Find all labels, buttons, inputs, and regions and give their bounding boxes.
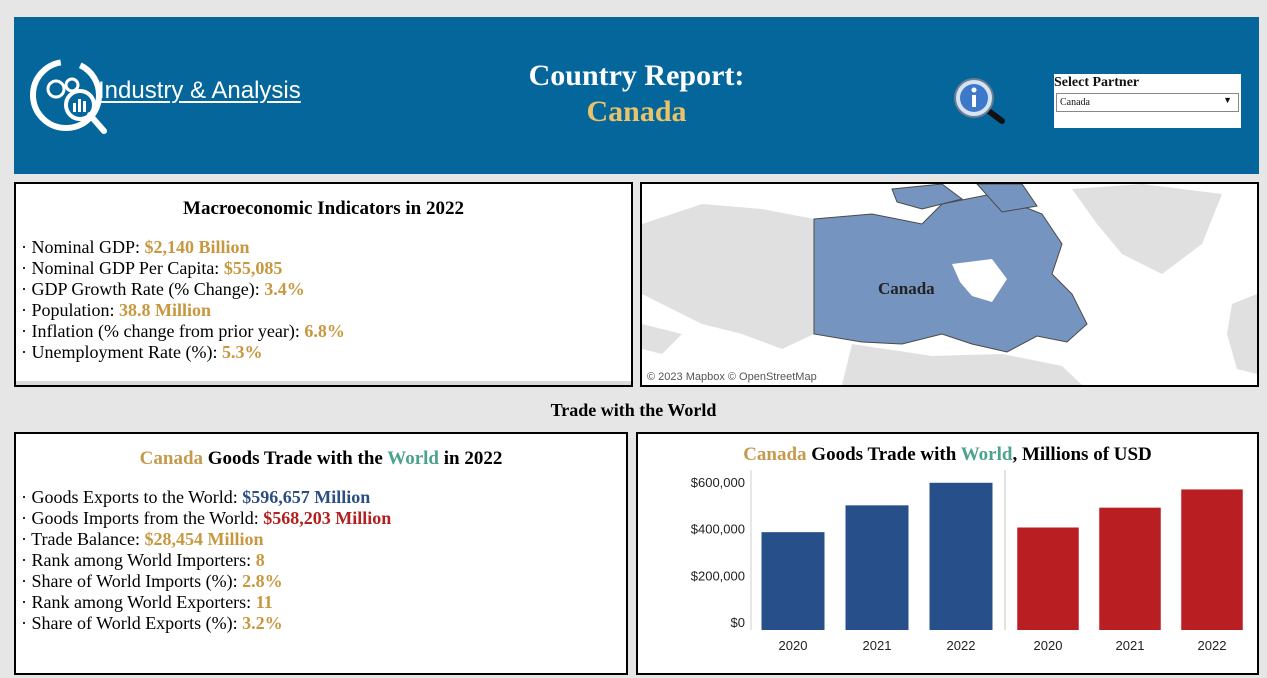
metric-exports: · Goods Exports to the World: $596,657 M… <box>21 487 371 507</box>
partner-selector: Select Partner Canada ▼ <box>1054 74 1241 128</box>
y-tick-label: $600,000 <box>691 475 745 490</box>
bar-exports-2021[interactable] <box>845 505 909 630</box>
bar-exports-2020[interactable] <box>761 532 825 630</box>
metric-import-rank: · Rank among World Importers: 8 <box>21 550 265 570</box>
metric-export-rank: · Rank among World Exporters: 11 <box>21 592 273 612</box>
info-magnifier-icon[interactable] <box>952 76 1010 126</box>
bar-imports-2022[interactable] <box>1181 489 1243 630</box>
chart-title: Canada Goods Trade with World, Millions … <box>743 444 1152 465</box>
y-tick-label: $400,000 <box>691 522 745 537</box>
metric-import-share: · Share of World Imports (%): 2.8% <box>21 571 283 591</box>
x-tick-label: 2021 <box>1116 638 1145 653</box>
map-canvas[interactable] <box>642 184 1257 385</box>
trade-summary-panel: Canada Goods Trade with the World in 202… <box>14 432 628 675</box>
indicator-unemployment: · Unemployment Rate (%): 5.3% <box>21 342 263 362</box>
metric-imports: · Goods Imports from the World: $568,203… <box>21 508 392 528</box>
y-tick-label: $200,000 <box>691 568 745 583</box>
metric-export-share: · Share of World Exports (%): 3.2% <box>21 613 283 633</box>
macro-panel-title: Macroeconomic Indicators in 2022 <box>183 198 464 219</box>
bar-imports-2020[interactable] <box>1017 527 1079 631</box>
bar-chart[interactable]: $600,000 $400,000 $200,000 $0 2020 2021 2022 20… <box>638 434 1257 673</box>
industry-analysis-logo-icon <box>26 55 116 139</box>
x-tick-label: 2022 <box>947 638 976 653</box>
indicator-gdp-per-capita: · Nominal GDP Per Capita: $55,085 <box>21 258 283 278</box>
y-tick-label: $0 <box>731 615 745 630</box>
map-attribution[interactable]: © 2023 Mapbox © OpenStreetMap <box>647 371 817 383</box>
logo-text[interactable]: Industry & Analysis <box>98 77 301 104</box>
bar-exports-2022[interactable] <box>929 482 993 630</box>
x-tick-label: 2022 <box>1198 638 1227 653</box>
partner-dropdown-value: Canada <box>1060 97 1090 108</box>
horizontal-scrollbar[interactable] <box>16 381 631 385</box>
indicator-population: · Population: 38.8 Million <box>21 300 212 320</box>
trade-chart-panel: Canada Goods Trade with World, Millions … <box>636 432 1259 675</box>
partner-dropdown[interactable]: Canada ▼ <box>1056 93 1239 112</box>
page-title: Country Report: <box>528 59 745 92</box>
indicator-nominal-gdp: · Nominal GDP: $2,140 Billion <box>21 237 250 257</box>
x-tick-label: 2020 <box>779 638 808 653</box>
report-header: Industry & Analysis Country Report: Cana… <box>14 17 1259 174</box>
indicator-inflation: · Inflation (% change from prior year): … <box>21 321 345 341</box>
section-title: Trade with the World <box>550 400 717 420</box>
x-tick-label: 2021 <box>863 638 892 653</box>
partner-select-label: Select Partner <box>1054 75 1140 90</box>
x-tick-label: 2020 <box>1034 638 1063 653</box>
indicator-gdp-growth: · GDP Growth Rate (% Change): 3.4% <box>21 279 305 299</box>
map-country-label: Canada <box>878 279 935 298</box>
trade-panel-title: Canada Goods Trade with the World in 202… <box>139 448 503 469</box>
chevron-down-icon[interactable]: ▼ <box>1223 95 1232 105</box>
macro-indicator-list: · Nominal GDP: $2,140 Billion · Nominal … <box>21 237 345 363</box>
metric-trade-balance: · Trade Balance: $28,454 Million <box>21 529 264 549</box>
macro-indicators-panel: Macroeconomic Indicators in 2022 · Nomin… <box>14 182 633 387</box>
country-name: Canada <box>586 95 687 128</box>
country-map[interactable]: Canada © 2023 Mapbox © OpenStreetMap <box>640 182 1259 387</box>
trade-metric-list: · Goods Exports to the World: $596,657 M… <box>21 487 391 634</box>
bar-imports-2021[interactable] <box>1099 507 1161 630</box>
